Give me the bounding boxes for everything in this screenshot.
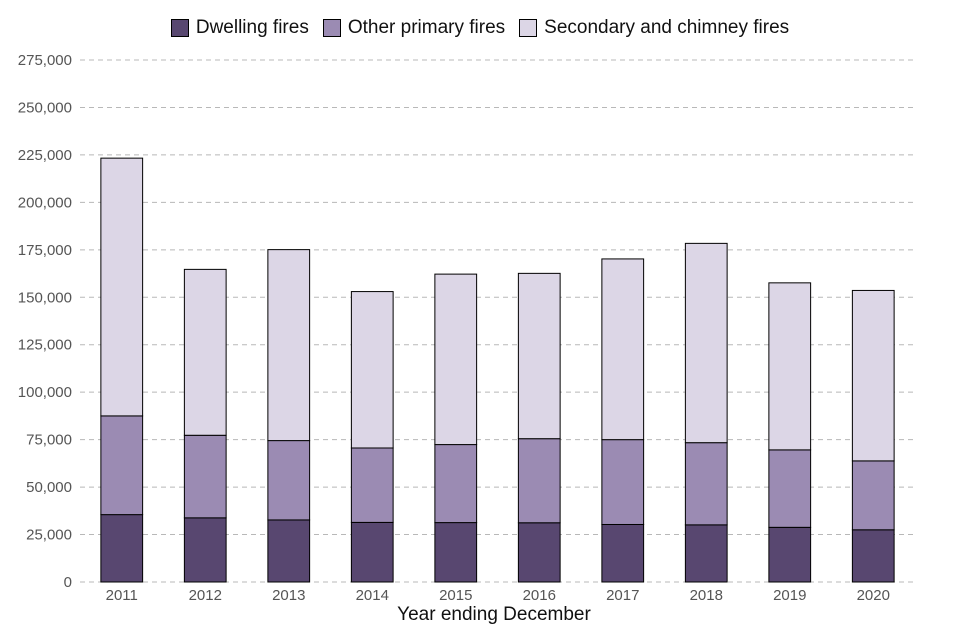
y-axis-ticks: 0 25,000 50,000 75,000 100,000 125,000 150,000…: [18, 52, 72, 591]
bar-stack-2015: [434, 273, 478, 583]
x-tick-label: 2013: [272, 587, 305, 604]
bar-dwelling-fires-2013: [267, 519, 311, 583]
x-tick-label: 2019: [773, 587, 806, 604]
x-tick-label: 2020: [857, 587, 890, 604]
x-tick-label: 2016: [523, 587, 556, 604]
legend-label: Other primary fires: [347, 17, 506, 38]
legend-label: Secondary and chimney fires: [544, 17, 790, 38]
bar-other-primary-fires-2016: [517, 438, 561, 524]
bar-secondary-and-chimney-fires-2015: [434, 273, 478, 446]
legend: Dwelling fires Other primary fires Seconda…: [0, 14, 960, 42]
legend-item-other-primary-fires: Other primary fires: [322, 17, 506, 39]
bar-secondary-and-chimney-fires-2016: [517, 272, 561, 440]
y-tick-label: 225,000: [18, 147, 72, 164]
bar-secondary-and-chimney-fires-2011: [100, 157, 144, 417]
x-tick-label: 2017: [606, 587, 639, 604]
bar-other-primary-fires-2014: [350, 447, 394, 523]
legend-label: Dwelling fires: [195, 17, 309, 38]
bar-secondary-and-chimney-fires-2019: [768, 282, 812, 451]
bar-dwelling-fires-2011: [100, 514, 144, 583]
bar-other-primary-fires-2017: [601, 439, 645, 525]
y-tick-label: 125,000: [18, 337, 72, 354]
y-tick-label: 75,000: [26, 432, 72, 449]
bar-secondary-and-chimney-fires-2014: [350, 291, 394, 449]
x-tick-label: 2018: [690, 587, 723, 604]
bar-dwelling-fires-2019: [768, 526, 812, 583]
bar-stack-2018: [684, 242, 728, 583]
y-tick-label: 0: [64, 574, 72, 591]
bar-other-primary-fires-2018: [684, 442, 728, 526]
y-tick-label: 200,000: [18, 194, 72, 211]
y-tick-label: 250,000: [18, 99, 72, 116]
bar-stack-2017: [601, 258, 645, 583]
bar-secondary-and-chimney-fires-2017: [601, 258, 645, 441]
bar-stack-2020: [851, 289, 895, 583]
legend-swatch: [519, 19, 538, 37]
bar-other-primary-fires-2019: [768, 449, 812, 528]
y-tick-label: 100,000: [18, 384, 72, 401]
bar-dwelling-fires-2020: [851, 529, 895, 583]
bar-secondary-and-chimney-fires-2013: [267, 249, 311, 442]
bar-stack-2012: [183, 268, 227, 583]
y-tick-label: 50,000: [26, 479, 72, 496]
bar-dwelling-fires-2014: [350, 521, 394, 583]
y-tick-label: 175,000: [18, 242, 72, 259]
x-axis-title: Year ending December: [397, 604, 591, 625]
bar-secondary-and-chimney-fires-2018: [684, 242, 728, 444]
bar-dwelling-fires-2018: [684, 524, 728, 583]
legend-swatch: [322, 19, 341, 37]
bar-stack-2014: [350, 291, 394, 583]
legend-item-dwelling-fires: Dwelling fires: [170, 17, 309, 39]
x-tick-label: 2012: [189, 587, 222, 604]
bar-dwelling-fires-2017: [601, 523, 645, 583]
y-tick-label: 150,000: [18, 289, 72, 306]
bar-stack-2019: [768, 282, 812, 583]
bar-other-primary-fires-2015: [434, 444, 478, 524]
bar-dwelling-fires-2012: [183, 517, 227, 583]
bars: [100, 157, 895, 583]
y-tick-label: 25,000: [26, 527, 72, 544]
bar-secondary-and-chimney-fires-2020: [851, 289, 895, 462]
legend-item-secondary-and-chimney-fires: Secondary and chimney fires: [519, 17, 789, 39]
bar-stack-2013: [267, 249, 311, 583]
x-axis-ticks: 2011 2012 2013 2014 2015 2016 2017 2018 2019 2020: [106, 587, 890, 604]
bar-other-primary-fires-2012: [183, 434, 227, 519]
bar-stack-2011: [100, 157, 144, 583]
bar-stack-2016: [517, 272, 561, 583]
bar-other-primary-fires-2013: [267, 440, 311, 521]
x-tick-label: 2011: [106, 587, 138, 604]
bar-dwelling-fires-2015: [434, 522, 478, 583]
bar-dwelling-fires-2016: [517, 522, 561, 583]
x-tick-label: 2015: [439, 587, 472, 604]
legend-swatch: [170, 19, 189, 37]
bar-secondary-and-chimney-fires-2012: [183, 268, 227, 436]
x-tick-label: 2014: [356, 587, 389, 604]
bar-other-primary-fires-2011: [100, 415, 144, 516]
y-tick-label: 275,000: [18, 52, 72, 69]
bar-other-primary-fires-2020: [851, 460, 895, 531]
